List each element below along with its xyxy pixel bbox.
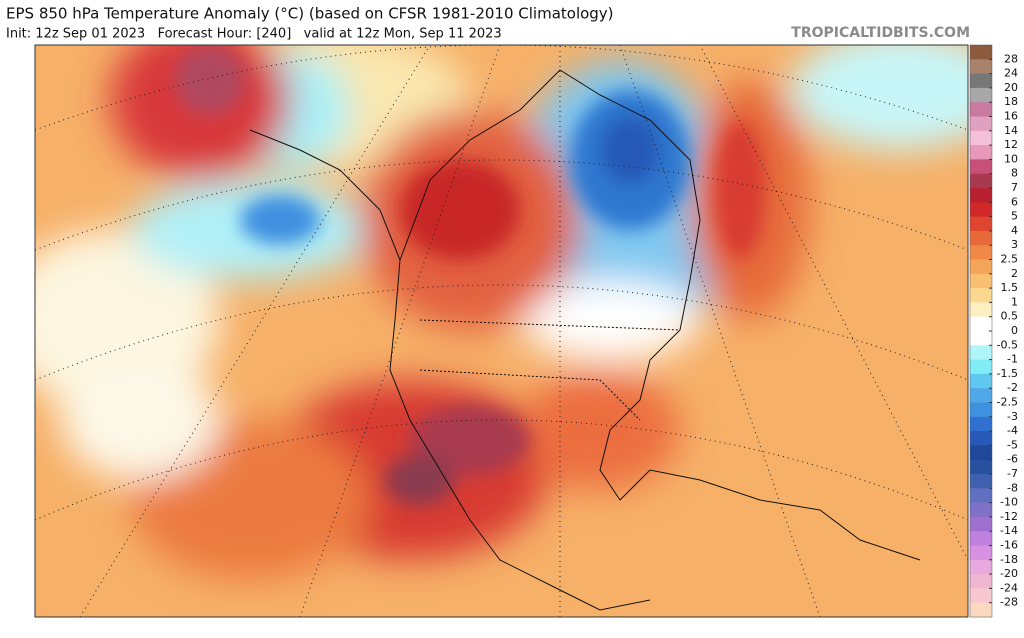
colorbar-swatch [970, 245, 992, 260]
colorbar-swatch [970, 502, 992, 518]
colorbar-swatch [970, 373, 992, 389]
colorbar-swatch [970, 259, 992, 275]
colorbar-label: 28 [1004, 52, 1018, 65]
colorbar-swatch [970, 59, 992, 75]
colorbar-swatch [970, 588, 992, 604]
colorbar-swatch [970, 431, 992, 446]
coastlines [249, 69, 921, 611]
colorbar-label: 14 [1004, 124, 1018, 137]
colorbar-swatch [970, 316, 992, 332]
colorbar-swatch [970, 202, 992, 218]
colorbar-swatch [970, 216, 992, 232]
colorbar-label: -7 [1007, 467, 1018, 480]
colorbar-swatch [970, 288, 992, 303]
colorbar-label: -2.5 [997, 396, 1018, 409]
colorbar-swatch [970, 145, 992, 160]
colorbar-label: 5 [1011, 210, 1018, 223]
colorbar-label: 1 [1011, 295, 1018, 308]
anomaly-cores [175, 45, 765, 505]
colorbar-swatch [970, 531, 992, 546]
colorbar-label: 8 [1011, 167, 1018, 180]
colorbar-label: 3 [1011, 238, 1018, 251]
colorbar-swatch [970, 73, 992, 89]
colorbar-label: -6 [1007, 453, 1018, 466]
title: EPS 850 hPa Temperature Anomaly (°C) (ba… [6, 5, 614, 23]
colorbar-swatch [970, 402, 992, 418]
anomaly-field [35, 45, 968, 580]
colorbar-swatch [970, 273, 992, 289]
colorbar-swatch [970, 602, 992, 618]
colorbar-swatch [970, 331, 992, 346]
colorbar-label: 16 [1004, 110, 1018, 123]
colorbar-swatch [970, 488, 992, 504]
colorbar-label: 20 [1004, 81, 1018, 94]
colorbar-swatch [970, 388, 992, 403]
colorbar-label: 4 [1011, 224, 1018, 237]
colorbar-label: -20 [1000, 567, 1018, 580]
anomaly-map [35, 45, 968, 617]
colorbar-swatch [970, 159, 992, 175]
colorbar-label: -18 [1000, 553, 1018, 566]
colorbar-swatch [970, 416, 992, 432]
colorbar-swatch [970, 474, 992, 489]
colorbar-label: 6 [1011, 195, 1018, 208]
colorbar-swatch [970, 116, 992, 132]
site-name: TROPICALTIDBITS.COM [791, 25, 970, 41]
colorbar-label: -8 [1007, 481, 1018, 494]
colorbar-label: 0.5 [1001, 310, 1019, 323]
colorbar-label: 18 [1004, 95, 1018, 108]
colorbar-label: -0.5 [997, 338, 1018, 351]
colorbar-label: 2.5 [1001, 253, 1019, 266]
colorbar-label: 24 [1004, 67, 1018, 80]
colorbar-label: 10 [1004, 152, 1018, 165]
colorbar-label: -5 [1007, 438, 1018, 451]
colorbar-label: -28 [1000, 596, 1018, 609]
colorbar-label: 1.5 [1001, 281, 1019, 294]
colorbar-swatch [970, 445, 992, 461]
colorbar-label: 12 [1004, 138, 1018, 151]
colorbar-swatch [970, 359, 992, 375]
colorbar-label: -14 [1000, 524, 1018, 537]
graticule [35, 45, 968, 617]
colorbar-label: -12 [1000, 510, 1018, 523]
subtitle: Init: 12z Sep 01 2023 Forecast Hour: [24… [6, 27, 502, 42]
colorbar-label: -10 [1000, 496, 1018, 509]
colorbar-label: -2 [1007, 381, 1018, 394]
colorbar-swatch [970, 173, 992, 189]
map-frame [34, 44, 969, 618]
colorbar-swatch [970, 130, 992, 146]
colorbar-label: -24 [1000, 581, 1018, 594]
colorbar-label: -3 [1007, 410, 1018, 423]
colorbar-swatch [970, 545, 992, 561]
colorbar-swatch [970, 87, 992, 103]
colorbar-label: -1.5 [997, 367, 1018, 380]
colorbar-swatch [970, 459, 992, 475]
colorbar-label: -4 [1007, 424, 1018, 437]
colorbar-swatch [970, 559, 992, 575]
colorbar-swatch [970, 574, 992, 589]
colorbar-label: 2 [1011, 267, 1018, 280]
colorbar-label: -16 [1000, 539, 1018, 552]
colorbar-swatch [970, 45, 992, 60]
colorbar-label: -1 [1007, 353, 1018, 366]
colorbar-swatch [970, 516, 992, 532]
colorbar-swatch [970, 102, 992, 117]
colorbar-swatch [970, 230, 992, 246]
colorbar-swatch [970, 188, 992, 203]
colorbar-label: 7 [1011, 181, 1018, 194]
colorbar-swatch [970, 302, 992, 318]
colorbar-label: 0 [1011, 324, 1018, 337]
colorbar-swatch [970, 345, 992, 361]
